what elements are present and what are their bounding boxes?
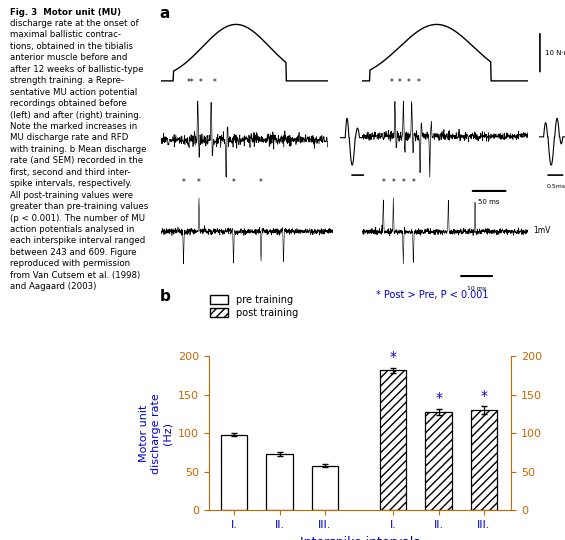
Text: *: * <box>416 78 420 87</box>
Legend: pre training, post training: pre training, post training <box>206 291 302 322</box>
Text: *: * <box>398 78 402 87</box>
Text: 1mV: 1mV <box>533 226 551 235</box>
Y-axis label: Motor unit
discharge rate
(Hz): Motor unit discharge rate (Hz) <box>140 393 173 474</box>
Bar <box>380 370 406 510</box>
Text: * Post > Pre, P < 0.001: * Post > Pre, P < 0.001 <box>376 289 488 300</box>
Text: b: b <box>159 289 170 303</box>
Bar <box>425 412 452 510</box>
Text: *: * <box>481 389 488 402</box>
Text: *: * <box>259 178 263 187</box>
Text: discharge rate at the onset of
maximal ballistic contrac-
tions, obtained in the: discharge rate at the onset of maximal b… <box>10 19 149 291</box>
Text: *: * <box>181 178 185 187</box>
Text: *: * <box>406 78 410 87</box>
X-axis label: Interspike intervals: Interspike intervals <box>300 536 420 540</box>
Text: *: * <box>390 350 397 364</box>
Text: *: * <box>411 178 415 187</box>
Text: *: * <box>212 78 216 87</box>
Text: *: * <box>401 178 405 187</box>
Text: 10 N·m: 10 N·m <box>545 50 565 56</box>
Text: *: * <box>392 178 395 187</box>
Text: *: * <box>381 178 385 187</box>
Text: **: ** <box>187 78 195 87</box>
Text: *: * <box>390 78 394 87</box>
Text: Fig. 3  Motor unit (MU): Fig. 3 Motor unit (MU) <box>10 8 121 17</box>
Bar <box>221 435 247 510</box>
Text: *: * <box>197 178 201 187</box>
Text: *: * <box>435 391 442 405</box>
Text: *: * <box>199 78 203 87</box>
Text: a: a <box>159 5 170 21</box>
Text: 50 ms: 50 ms <box>479 199 500 205</box>
Text: 0.5ms: 0.5ms <box>547 184 565 189</box>
Text: *: * <box>232 178 236 187</box>
Bar <box>266 454 293 510</box>
Bar <box>471 410 497 510</box>
Text: 10 ms: 10 ms <box>467 286 486 291</box>
Bar <box>312 465 338 510</box>
